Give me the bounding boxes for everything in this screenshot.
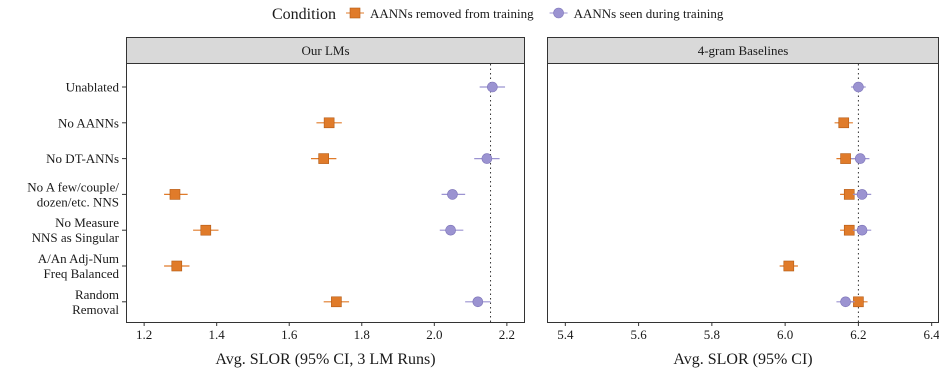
y-category-label: dozen/etc. NNS [37, 194, 119, 209]
x-tick-label: 1.6 [281, 327, 298, 342]
point-marker [839, 118, 849, 128]
point-marker [201, 225, 211, 235]
x-axis-label: Avg. SLOR (95% CI, 3 LM Runs) [215, 351, 435, 368]
data-point [311, 154, 336, 164]
x-tick-label: 6.2 [850, 327, 866, 342]
legend-label: AANNs removed from training [370, 6, 534, 21]
point-marker [853, 297, 863, 307]
data-point [193, 225, 218, 235]
panel-frame [127, 64, 525, 323]
y-category-label: No AANNs [58, 115, 119, 130]
panel-4-gram-baselines: 4-gram Baselines 5.4 5.6 5.8 6.0 6.2 6.4 Avg. S… [548, 38, 939, 369]
series-aanns-seen-during-training [440, 82, 505, 307]
point-marker [446, 225, 456, 235]
x-tick-label: 2.0 [426, 327, 442, 342]
panel-title: 4-gram Baselines [698, 43, 789, 58]
y-category-label: A/An Adj-Num [38, 251, 119, 266]
legend-key-circle [554, 8, 564, 18]
panel-frame [548, 64, 939, 323]
point-marker [172, 261, 182, 271]
data-point [853, 225, 871, 235]
x-tick-label: 5.6 [630, 327, 647, 342]
data-point [836, 297, 854, 307]
legend-label: AANNs seen during training [574, 6, 724, 21]
y-category-label: No DT-ANNs [46, 151, 119, 166]
data-point [316, 118, 341, 128]
point-marker [487, 82, 497, 92]
data-point [324, 297, 349, 307]
y-category-label: Unablated [66, 80, 120, 95]
y-category-label: No Measure [55, 215, 119, 230]
x-tick-label: 1.8 [354, 327, 370, 342]
y-category-label: NNS as Singular [32, 230, 120, 245]
point-marker [857, 225, 867, 235]
data-point [480, 82, 505, 92]
point-marker [319, 154, 329, 164]
data-point [474, 154, 499, 164]
legend-title: Condition [272, 6, 336, 23]
point-marker [324, 118, 334, 128]
data-point [851, 154, 869, 164]
x-tick-label: 1.4 [209, 327, 226, 342]
x-axis-label: Avg. SLOR (95% CI) [673, 351, 812, 368]
point-marker [841, 154, 851, 164]
data-point [780, 261, 798, 271]
panels: Our LMs 1.2 1.4 1.6 1.8 2.0 2.2 Avg. SLOR (95% … [27, 38, 939, 369]
x-tick-label: 1.2 [136, 327, 152, 342]
y-category-label: Removal [72, 302, 119, 317]
data-point [164, 261, 189, 271]
data-point [835, 118, 853, 128]
legend-item-aanns-seen-during-training: AANNs seen during training [550, 6, 724, 21]
point-marker [855, 154, 865, 164]
point-marker [447, 189, 457, 199]
legend-key-square [350, 8, 360, 18]
x-tick-label: 6.0 [777, 327, 793, 342]
panel-our-lms: Our LMs 1.2 1.4 1.6 1.8 2.0 2.2 Avg. SLOR (95% … [27, 38, 524, 369]
legend: Condition AANNs removed from training AAN… [272, 6, 724, 23]
point-marker [784, 261, 794, 271]
point-marker [331, 297, 341, 307]
point-marker [170, 189, 180, 199]
point-marker [844, 225, 854, 235]
point-marker [857, 189, 867, 199]
data-point [851, 82, 866, 92]
x-tick-label: 6.4 [924, 327, 939, 342]
data-point [465, 297, 490, 307]
y-category-label: Random [75, 287, 119, 302]
point-marker [482, 154, 492, 164]
x-tick-label: 2.2 [499, 327, 515, 342]
series-aanns-removed-from-training [780, 118, 868, 307]
data-point [164, 189, 188, 199]
panel-title: Our LMs [301, 43, 349, 58]
point-marker [844, 189, 854, 199]
x-tick-label: 5.8 [704, 327, 720, 342]
y-category-label: Freq Balanced [44, 266, 120, 281]
data-point [440, 225, 464, 235]
point-marker [841, 297, 851, 307]
data-point [442, 189, 466, 199]
data-point [853, 189, 871, 199]
y-category-label: No A few/couple/ [27, 179, 119, 194]
point-marker [853, 82, 863, 92]
x-tick-label: 5.4 [557, 327, 574, 342]
point-marker [473, 297, 483, 307]
series-aanns-removed-from-training [164, 118, 349, 307]
legend-item-aanns-removed-from-training: AANNs removed from training [346, 6, 534, 21]
